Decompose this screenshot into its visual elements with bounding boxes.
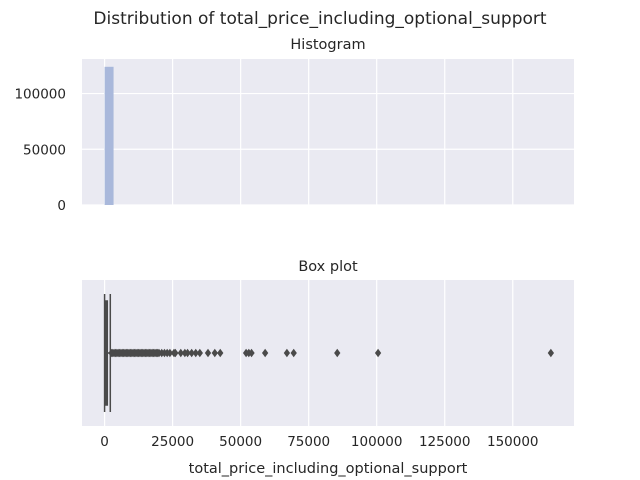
boxplot-outlier (290, 348, 297, 358)
boxplot-outlier (184, 348, 191, 358)
boxplot-outlier (211, 348, 218, 358)
boxplot-x-tick-label: 25000 (151, 434, 194, 450)
boxplot-outlier (196, 348, 203, 358)
boxplot-outlier (177, 348, 184, 358)
boxplot-outlier (217, 348, 224, 358)
boxplot-x-axis-label: total_price_including_optional_support (189, 461, 468, 477)
histogram-y-tick-labels: 0 50000 100000 (14, 87, 66, 214)
boxplot-x-tick-label: 150000 (487, 434, 539, 450)
boxplot-x-tick-label: 0 (100, 434, 109, 450)
boxplot-x-tick-labels: 0 25000 50000 75000 100000 125000 150000 (100, 434, 538, 450)
histogram-bar (104, 66, 114, 205)
boxplot-outlier (261, 348, 269, 358)
boxplot-outlier (204, 348, 212, 358)
histogram-gridlines (82, 59, 574, 206)
boxplot-outlier (334, 348, 341, 358)
boxplot-outlier (374, 348, 382, 358)
histogram-title: Histogram (290, 37, 365, 53)
boxplot-x-tick-label: 100000 (351, 434, 403, 450)
figure-suptitle: Distribution of total_price_including_op… (93, 9, 546, 29)
boxplot-outlier (547, 348, 555, 358)
histogram-y-tick-label: 0 (57, 198, 66, 214)
histogram-plot-area (82, 59, 574, 205)
boxplot-outlier (192, 348, 199, 358)
boxplot-marks (103, 294, 555, 412)
histogram-bars (104, 66, 114, 205)
boxplot-outlier (188, 348, 195, 358)
histogram-axes: 0 50000 100000 Histogram (14, 37, 574, 214)
boxplot-axes: 0 25000 50000 75000 100000 125000 150000 Box p… (82, 259, 574, 477)
boxplot-outlier (248, 348, 255, 358)
boxplot-outlier (172, 348, 179, 358)
boxplot-x-tick-label: 50000 (219, 434, 262, 450)
boxplot-outlier (166, 348, 174, 358)
histogram-y-tick-label: 100000 (14, 87, 66, 103)
boxplot-title: Box plot (298, 259, 358, 275)
boxplot-x-tick-label: 125000 (419, 434, 471, 450)
boxplot-x-tick-label: 75000 (287, 434, 330, 450)
boxplot-outlier (283, 348, 291, 358)
histogram-y-tick-label: 50000 (23, 142, 66, 158)
